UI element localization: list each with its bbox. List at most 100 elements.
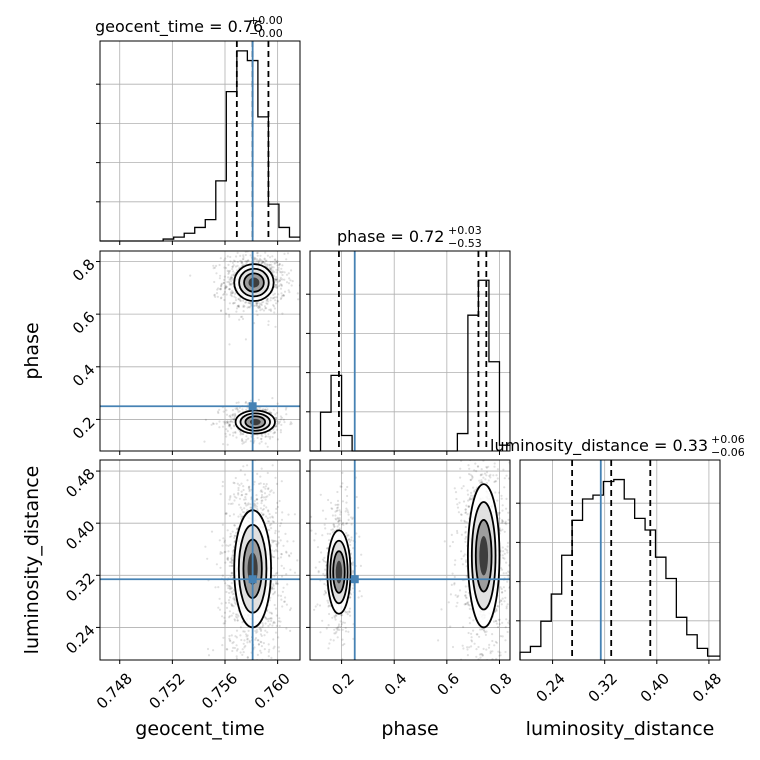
scatter-point [483,688,485,690]
scatter-point [232,413,235,416]
scatter-point [456,595,459,599]
scatter-point [242,432,245,436]
scatter-point [242,692,244,694]
scatter-point [498,618,501,621]
scatter-point [255,302,258,305]
scatter-point [502,586,505,589]
scatter-point [333,615,336,618]
scatter-point [270,656,273,660]
scatter-point [503,600,506,603]
scatter-point [464,603,467,606]
scatter-point [269,430,272,433]
scatter-point [464,525,467,529]
scatter-point [485,471,489,474]
scatter-point [273,575,276,578]
scatter-point [471,383,473,385]
scatter-point [235,436,238,439]
scatter-point [478,635,481,638]
scatter-point [221,574,224,577]
scatter-point [219,257,222,260]
scatter-point [254,304,257,307]
scatter-point [300,284,302,286]
scatter-point [232,431,235,434]
scatter-point [232,481,235,484]
scatter-point [494,668,496,670]
scatter-point [272,593,275,596]
scatter-point [213,294,216,297]
scatter-point [237,305,240,309]
scatter-point [330,528,333,531]
scatter-point [275,276,278,279]
scatter-point [246,260,249,263]
scatter-point [255,505,258,508]
scatter-point [243,646,246,649]
scatter-point [473,642,476,645]
scatter-point [276,582,279,585]
scatter-point [246,402,249,405]
scatter-point [280,292,283,295]
scatter-point [229,282,232,286]
scatter-point [332,523,335,526]
scatter-point [497,511,501,515]
scatter-point [237,305,240,308]
scatter-point [279,594,283,598]
scatter-point [260,641,263,644]
scatter-point [505,561,508,564]
scatter-point [229,532,232,535]
scatter-point [456,601,459,604]
scatter-point [276,285,279,288]
scatter-point [283,421,286,424]
scatter-point [460,513,463,516]
scatter-point [263,261,266,265]
scatter-point [229,502,233,505]
scatter-point [500,497,503,500]
scatter-point [238,410,241,413]
scatter-point [226,557,229,561]
scatter-point [464,585,467,588]
scatter-point [253,480,256,483]
scatter-point [255,259,259,262]
scatter-point [346,611,349,614]
scatter-point [216,295,219,298]
scatter-point [260,511,263,515]
scatter-point [341,644,344,647]
scatter-point [258,259,261,262]
scatter-point [357,506,360,509]
scatter-point [260,645,263,648]
scatter-point [473,469,476,472]
scatter-point [355,532,358,535]
scatter-point [487,456,489,458]
scatter-point [230,420,233,423]
scatter-point [210,423,213,426]
scatter-point [290,552,293,555]
scatter-point [267,320,270,323]
scatter-point [345,522,348,525]
scatter-point [226,255,229,258]
scatter-point [226,557,230,560]
scatter-point [336,506,340,509]
scatter-point [348,607,352,610]
scatter-point [495,620,498,623]
scatter-point [256,630,259,633]
scatter-point [266,495,269,498]
scatter-point [276,571,279,575]
scatter-point [230,558,233,561]
scatter-point [462,625,465,629]
scatter-point [242,488,245,492]
scatter-point [334,618,337,621]
scatter-point [501,509,504,512]
scatter-point [224,620,227,623]
scatter-point [243,473,247,476]
scatter-point [501,554,504,557]
scatter-point [244,401,247,404]
scatter-point [341,614,344,617]
scatter-point [321,558,325,561]
scatter-point [268,263,271,266]
panel-2d-phase-vs-geocent_time [100,251,302,451]
scatter-point [228,610,231,613]
scatter-point [228,588,232,591]
scatter-point [478,735,480,737]
scatter-point [512,577,514,579]
scatter-point [267,323,270,326]
scatter-point [262,482,265,486]
